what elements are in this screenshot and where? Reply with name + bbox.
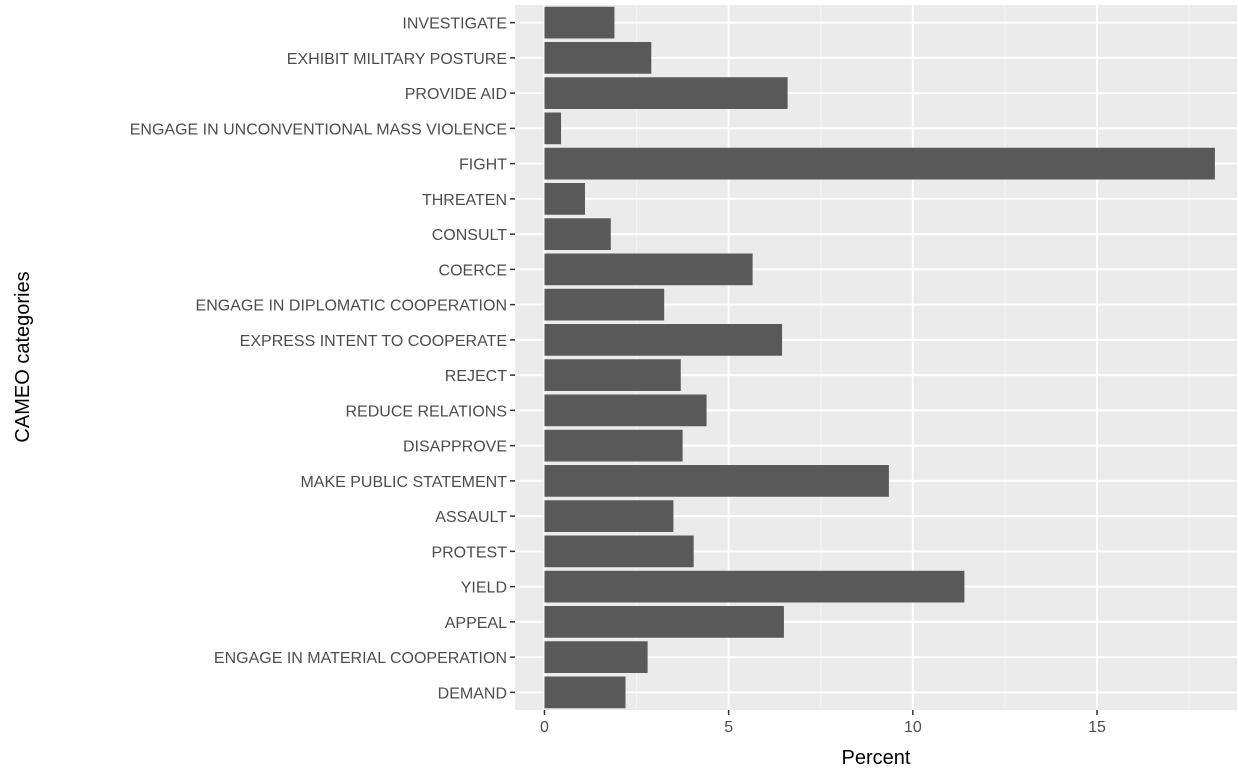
bar: [544, 429, 683, 462]
y-tick-label: ENGAGE IN DIPLOMATIC COOPERATION: [196, 298, 507, 315]
bar: [544, 641, 648, 673]
y-tick-label: DEMAND: [438, 685, 507, 702]
bar: [544, 676, 626, 709]
y-tick-label: THREATEN: [422, 192, 507, 209]
y-tick-label: ENGAGE IN MATERIAL COOPERATION: [214, 650, 507, 667]
bar: [544, 218, 611, 250]
y-tick-label: ENGAGE IN UNCONVENTIONAL MASS VIOLENCE: [130, 121, 507, 138]
x-tick-label: 10: [904, 719, 922, 736]
y-tick-label: MAKE PUBLIC STATEMENT: [300, 474, 507, 491]
bar: [544, 500, 674, 532]
y-axis: INVESTIGATE EXHIBIT MILITARY POSTURE PROVI…: [130, 16, 515, 702]
bar: [544, 394, 707, 427]
x-tick-label: 0: [540, 719, 549, 736]
y-tick-label: EXPRESS INTENT TO COOPERATE: [240, 333, 507, 350]
bar: [544, 77, 788, 109]
bar: [544, 535, 694, 568]
bar: [544, 288, 665, 321]
y-tick-label: PROTEST: [431, 544, 507, 561]
y-axis-title: CAMEO categories: [12, 271, 34, 442]
y-tick-label: FIGHT: [459, 157, 507, 174]
bar: [544, 570, 965, 603]
bar: [544, 606, 784, 638]
x-tick-label: 5: [724, 719, 733, 736]
plot-panel: [515, 5, 1237, 710]
bars: [544, 6, 1215, 709]
y-tick-label: CONSULT: [432, 227, 507, 244]
bar: [544, 112, 562, 145]
x-axis-title: Percent: [842, 747, 911, 769]
y-tick-label: REDUCE RELATIONS: [345, 403, 507, 420]
y-tick-label: PROVIDE AID: [405, 86, 507, 103]
bar: [544, 6, 615, 39]
y-tick-label: COERCE: [439, 262, 507, 279]
y-tick-label: APPEAL: [445, 615, 507, 632]
bar: [544, 42, 652, 74]
bar: [544, 183, 585, 215]
y-tick-label: DISAPPROVE: [403, 439, 507, 456]
bar: [544, 147, 1215, 180]
bar: [544, 253, 753, 286]
x-axis: 0 5 10 15: [540, 710, 1106, 736]
x-tick-label: 15: [1088, 719, 1106, 736]
y-tick-label: INVESTIGATE: [402, 16, 507, 33]
y-tick-label: EXHIBIT MILITARY POSTURE: [287, 51, 507, 68]
y-tick-label: YIELD: [461, 580, 507, 597]
y-tick-label: REJECT: [445, 368, 507, 385]
bar: [544, 324, 783, 356]
bar: [544, 359, 681, 391]
y-tick-label: ASSAULT: [435, 509, 507, 526]
bar: [544, 465, 889, 497]
